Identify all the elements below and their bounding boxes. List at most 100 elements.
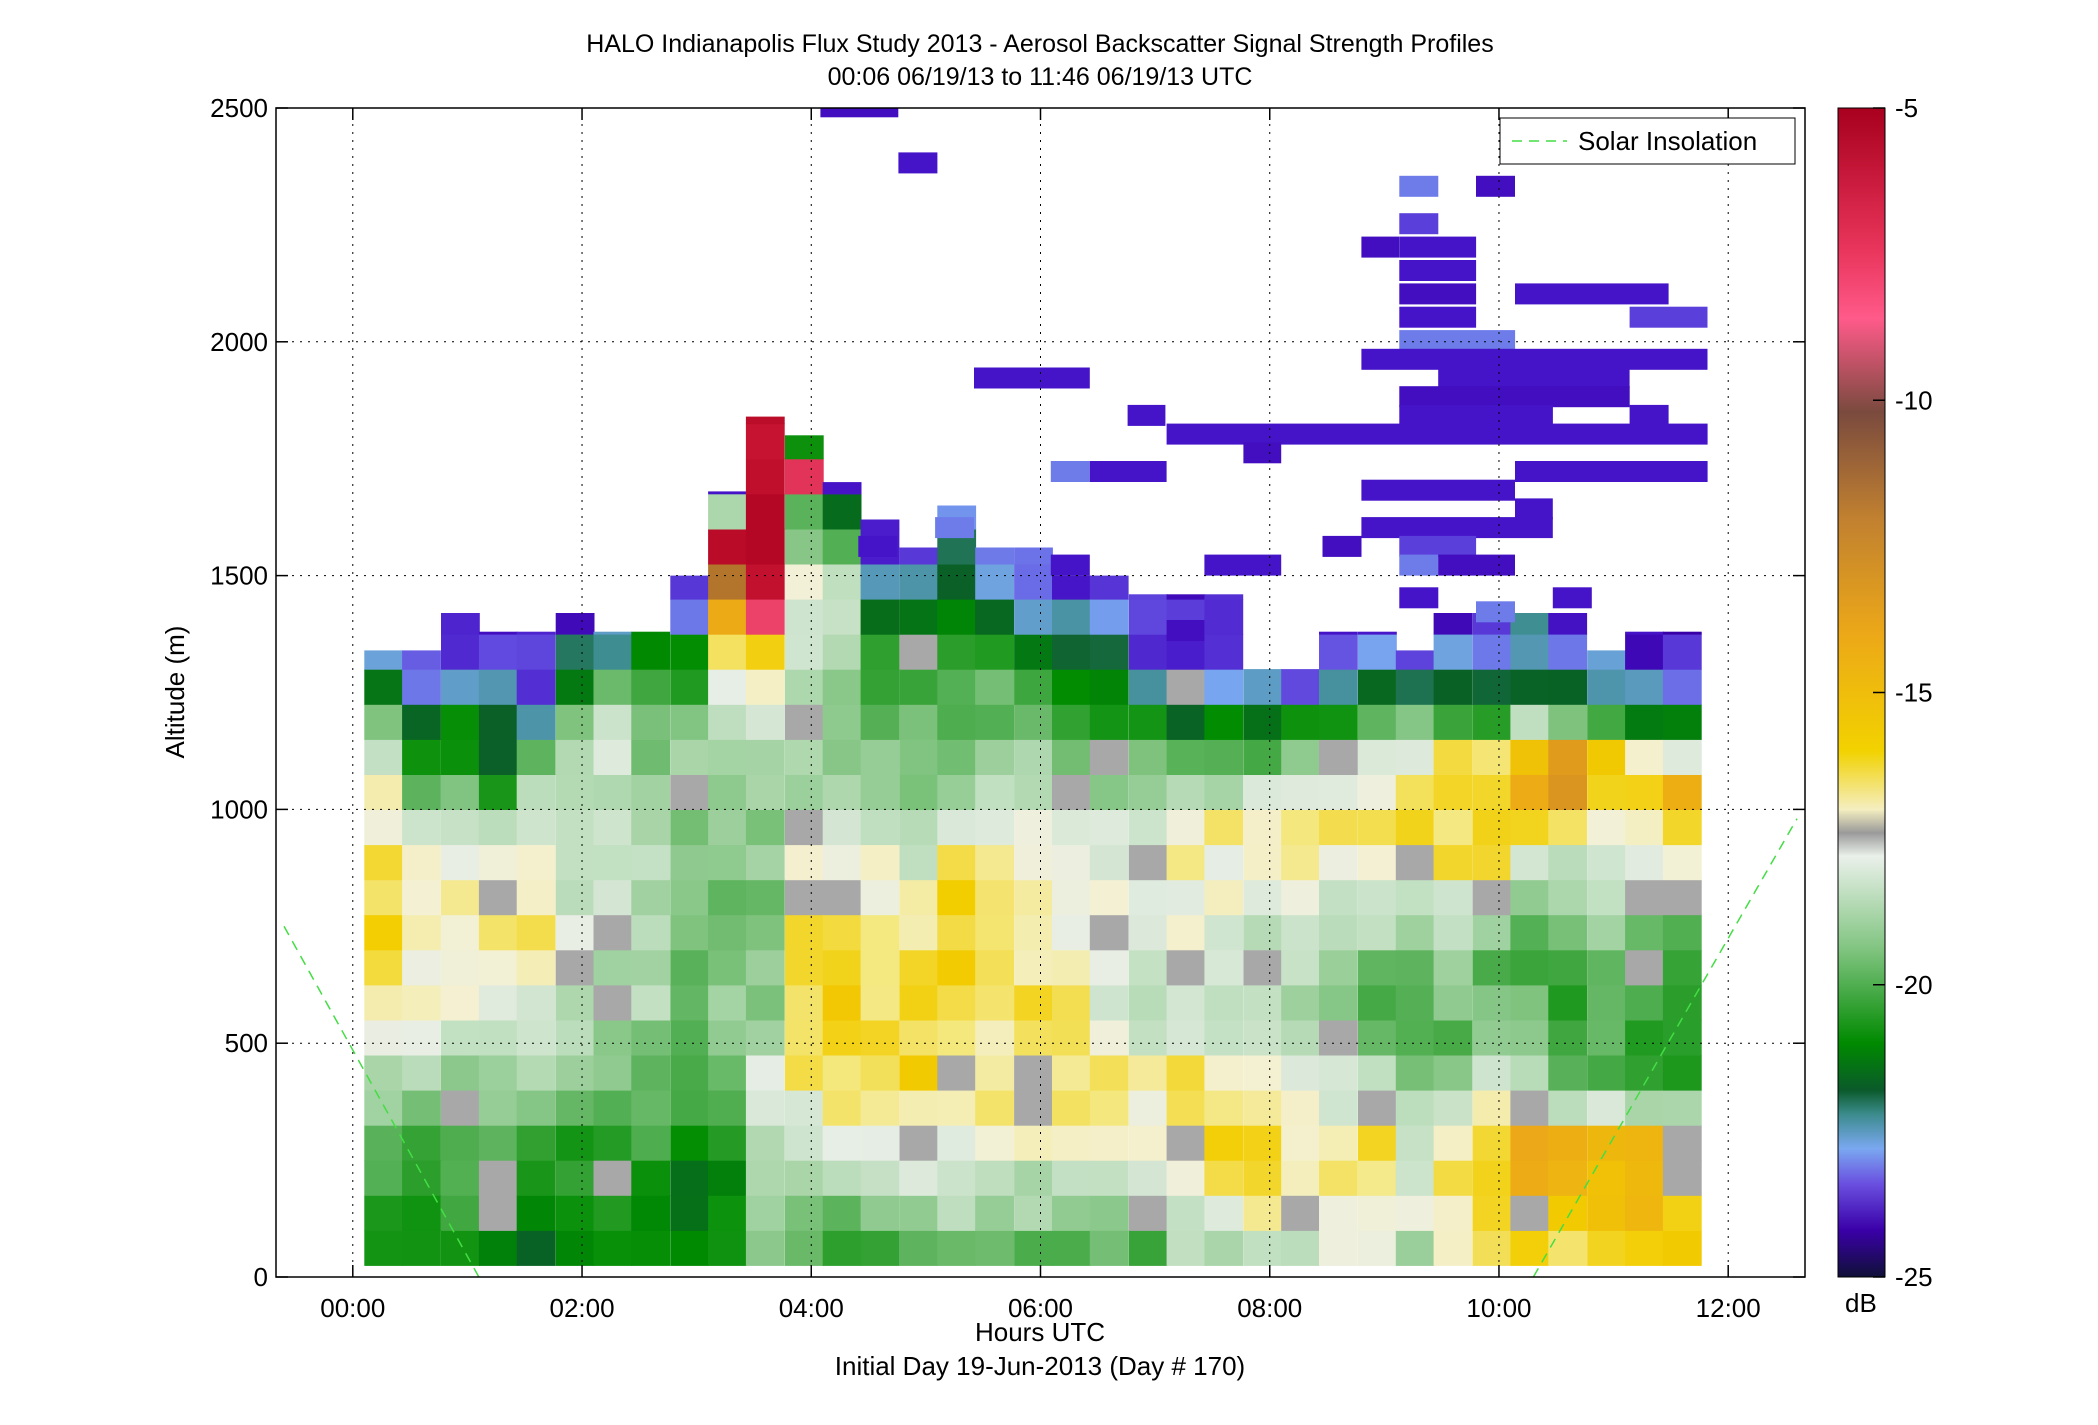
heatmap-cell (1587, 984, 1626, 1021)
aloft-layer-cell (1515, 283, 1669, 305)
heatmap-cell (1319, 704, 1358, 740)
heatmap-cell (1662, 739, 1702, 775)
heatmap-cell (670, 739, 710, 775)
heatmap-cell (1472, 1195, 1512, 1231)
heatmap-cell (1166, 1230, 1206, 1266)
heatmap-cell (1662, 879, 1702, 916)
heatmap-cell (670, 634, 710, 670)
heatmap-cell (822, 809, 862, 846)
heatmap-cell (899, 634, 939, 670)
heatmap-cell (402, 704, 441, 740)
heatmap-cell (593, 669, 633, 705)
heatmap-cell (1433, 613, 1473, 635)
heatmap-cell (860, 634, 900, 670)
heatmap-cell (708, 634, 747, 670)
heatmap-cell (745, 879, 785, 916)
heatmap-cell (1510, 669, 1550, 705)
aloft-layer-cell (1050, 554, 1090, 576)
heatmap-cell (1472, 1125, 1512, 1161)
heatmap-cell (478, 1230, 518, 1266)
heatmap-cell (860, 669, 900, 705)
heatmap-cell (364, 704, 404, 740)
heatmap-cell (1662, 1160, 1702, 1196)
solar-insolation-line (1532, 818, 1798, 1277)
heatmap-cell (631, 634, 671, 670)
heatmap-cell (708, 563, 747, 600)
aloft-layer-cell (1399, 175, 1439, 197)
heatmap-cell (593, 1125, 633, 1161)
heatmap-cell (1014, 704, 1053, 740)
heatmap-cell (784, 1054, 824, 1091)
heatmap-cell (441, 669, 480, 705)
colorbar: -5 -10 -15 -20 -25 dB (1837, 93, 1933, 1318)
heatmap-cell (745, 844, 785, 881)
heatmap-cell (784, 599, 824, 635)
heatmap-cell (364, 650, 404, 670)
heatmap-cell (860, 739, 900, 775)
heatmap-cell (745, 634, 785, 670)
heatmap-cell (745, 949, 785, 986)
heatmap-cell (1204, 844, 1244, 881)
heatmap-cell (1548, 1019, 1588, 1056)
heatmap-cell (975, 599, 1014, 635)
heatmap-cell (670, 844, 710, 881)
heatmap-cell (670, 1054, 710, 1091)
heatmap-cell (1548, 1054, 1588, 1091)
heatmap-cell (708, 1054, 747, 1091)
heatmap-cell (1089, 844, 1129, 881)
heatmap-cell (555, 739, 595, 775)
heatmap-cell (1358, 1195, 1397, 1231)
heatmap-cell (822, 879, 862, 916)
colorbar-tick-label: -20 (1895, 970, 1933, 1000)
heatmap-cell (1662, 949, 1702, 986)
heatmap-cell (745, 1230, 785, 1266)
heatmap-cell (1128, 879, 1168, 916)
heatmap-cell (364, 809, 404, 846)
heatmap-cell (1548, 613, 1588, 635)
heatmap-cell (860, 949, 900, 986)
x-tick-label: 12:00 (1696, 1293, 1761, 1323)
heatmap-cell (593, 739, 633, 775)
heatmap-cell (478, 1160, 518, 1196)
heatmap-cell (822, 984, 862, 1021)
heatmap-cell (1089, 1125, 1129, 1161)
heatmap-cell (1089, 774, 1129, 810)
heatmap-cell (1510, 774, 1550, 810)
heatmap-cell (1319, 914, 1358, 951)
heatmap-cell (555, 1090, 595, 1126)
heatmap-cell (1548, 1230, 1588, 1266)
heatmap-cell (516, 739, 556, 775)
heatmap-cell (1472, 1054, 1512, 1091)
heatmap-cell (745, 458, 785, 495)
heatmap-cell (1548, 1195, 1588, 1231)
aloft-layer-cell (1399, 554, 1439, 576)
heatmap-cell (822, 1230, 862, 1266)
heatmap-cell (745, 1019, 785, 1056)
x-axis-label: Hours UTC (975, 1317, 1105, 1347)
aloft-layer-cell (858, 535, 898, 557)
heatmap-cell (1395, 704, 1435, 740)
heatmap-cell (784, 458, 824, 495)
heatmap-cell (1089, 879, 1129, 916)
heatmap-cell (1510, 613, 1550, 635)
heatmap-cell (1128, 914, 1168, 951)
heatmap-cell (708, 1090, 747, 1126)
heatmap-cell (1548, 1160, 1588, 1196)
aloft-layer-cell (1438, 554, 1515, 576)
heatmap-cell (1128, 1195, 1168, 1231)
heatmap-cell (1548, 669, 1588, 705)
heatmap-cell (1433, 1125, 1473, 1161)
heatmap-cell (516, 984, 556, 1021)
heatmap-cell (1089, 704, 1129, 740)
heatmap-cell (670, 704, 710, 740)
heatmap-cell (555, 844, 595, 881)
heatmap-cell (708, 984, 747, 1021)
heatmap-cell (516, 844, 556, 881)
heatmap-cell (822, 1090, 862, 1126)
heatmap-cell (1662, 1125, 1702, 1161)
heatmap-cell (1089, 1054, 1129, 1091)
heatmap-cell (822, 482, 862, 495)
heatmap-cell (860, 1054, 900, 1091)
heatmap-cell (899, 809, 939, 846)
heatmap-cell (1625, 774, 1664, 810)
